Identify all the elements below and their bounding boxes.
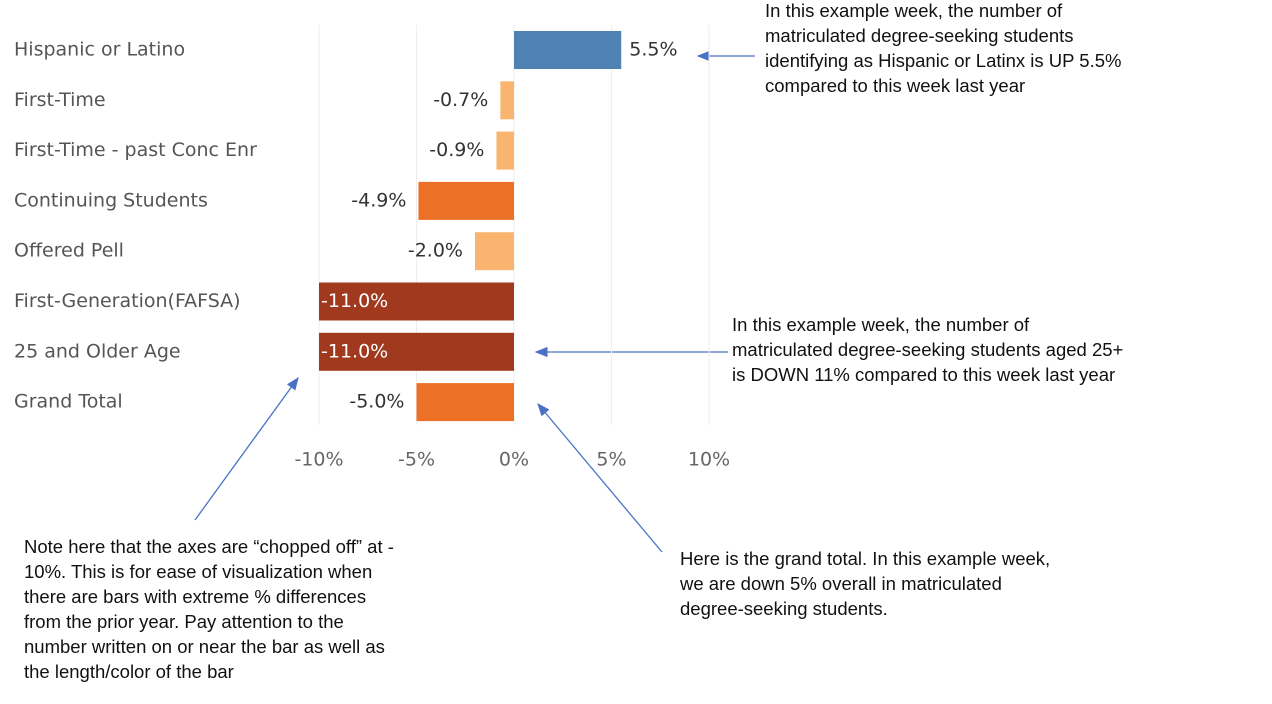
value-label: -0.7% bbox=[433, 89, 488, 111]
annotation-line: In this example week, the number of bbox=[765, 0, 1063, 21]
bar bbox=[496, 131, 514, 170]
bar bbox=[418, 181, 514, 220]
category-label: First-Generation(FAFSA) bbox=[14, 290, 241, 312]
category-label: Grand Total bbox=[14, 391, 123, 413]
bar bbox=[514, 31, 622, 69]
bar bbox=[475, 232, 514, 271]
value-label: 5.5% bbox=[629, 39, 677, 61]
bar bbox=[319, 332, 514, 371]
arrow bbox=[194, 376, 299, 521]
value-label: -2.0% bbox=[408, 240, 463, 262]
x-tick-label: 10% bbox=[688, 449, 730, 471]
value-label: -11.0% bbox=[321, 340, 388, 362]
annotation-line: there are bars with extreme % difference… bbox=[24, 586, 366, 607]
plot: -10% -5% 0% 5% 10% Hispanic or Latino 5.5% Firs… bbox=[14, 25, 730, 471]
annotation-line: matriculated degree-seeking students age… bbox=[732, 339, 1123, 360]
bars bbox=[319, 31, 622, 422]
annotation-line: In this example week, the number of bbox=[732, 314, 1030, 335]
annotation-line: matriculated degree-seeking students bbox=[765, 25, 1074, 46]
value-label: -11.0% bbox=[321, 290, 388, 312]
category-label: Offered Pell bbox=[14, 240, 124, 262]
annotation-line: Note here that the axes are “chopped off… bbox=[24, 536, 394, 557]
annotation-line: 10%. This is for ease of visualization w… bbox=[24, 561, 372, 582]
bar bbox=[500, 81, 514, 120]
annotation-line: compared to this week last year bbox=[765, 75, 1025, 96]
x-tick-label: 5% bbox=[596, 449, 626, 471]
annotation-line: we are down 5% overall in matriculated bbox=[679, 573, 1002, 594]
category-label: Continuing Students bbox=[14, 189, 208, 211]
value-label: -5.0% bbox=[349, 391, 404, 413]
value-label: -0.9% bbox=[429, 139, 484, 161]
value-label: -4.9% bbox=[351, 189, 406, 211]
bar bbox=[416, 383, 514, 422]
x-tick-label: -5% bbox=[398, 449, 435, 471]
annotation-line: is DOWN 11% compared to this week last y… bbox=[732, 364, 1115, 385]
annotation-line: the length/color of the bar bbox=[24, 661, 234, 682]
arrow bbox=[537, 403, 663, 553]
annotation-line: number written on or near the bar as wel… bbox=[24, 636, 385, 657]
category-label: First-Time - past Conc Enr bbox=[14, 139, 257, 161]
annotation-line: Here is the grand total. In this example… bbox=[680, 548, 1050, 569]
annotation-line: identifying as Hispanic or Latinx is UP … bbox=[765, 50, 1121, 71]
category-label: Hispanic or Latino bbox=[14, 39, 185, 61]
x-tick-label: 0% bbox=[499, 449, 529, 471]
category-label: 25 and Older Age bbox=[14, 340, 181, 362]
annotation-line: degree-seeking students. bbox=[680, 598, 888, 619]
x-tick-label: -10% bbox=[294, 449, 343, 471]
annotation-line: from the prior year. Pay attention to th… bbox=[24, 611, 344, 632]
category-label: First-Time bbox=[14, 89, 106, 111]
bar bbox=[319, 282, 514, 321]
